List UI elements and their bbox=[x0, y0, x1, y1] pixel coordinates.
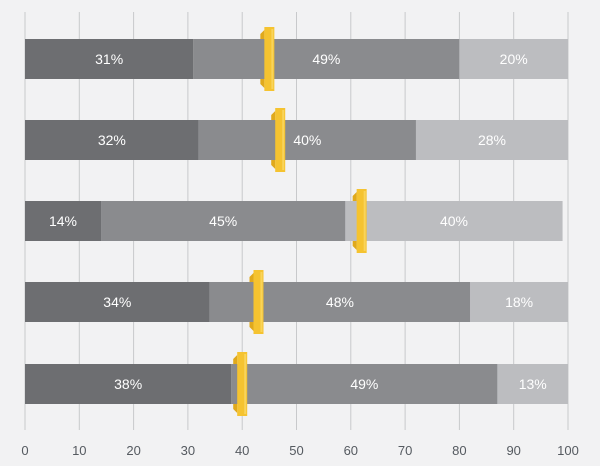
marker-top-notch bbox=[260, 30, 265, 39]
marker-5 bbox=[233, 352, 248, 416]
marker-top-notch bbox=[271, 111, 276, 120]
marker-2 bbox=[271, 108, 286, 172]
data-label: 28% bbox=[478, 132, 506, 148]
x-tick-label: 90 bbox=[506, 443, 520, 458]
x-tick-label: 100 bbox=[557, 443, 579, 458]
marker-highlight bbox=[271, 29, 274, 89]
bar-row-2: 32% 40% 28% bbox=[25, 120, 568, 160]
data-label: 34% bbox=[103, 294, 131, 310]
data-label: 49% bbox=[312, 51, 340, 67]
marker-bottom-notch bbox=[352, 241, 357, 250]
markers bbox=[233, 27, 367, 416]
x-tick-label: 60 bbox=[344, 443, 358, 458]
marker-highlight bbox=[260, 272, 263, 332]
bar-segment-2 bbox=[101, 201, 346, 241]
data-label: 31% bbox=[95, 51, 123, 67]
bar-segment-1 bbox=[25, 364, 232, 404]
data-label: 20% bbox=[500, 51, 528, 67]
bar-segment-2 bbox=[209, 282, 471, 322]
bar-segment-1 bbox=[25, 39, 194, 79]
bar-segment-1 bbox=[25, 201, 102, 241]
bar-segment-1 bbox=[25, 282, 210, 322]
bar-row-4: 34% 48% 18% bbox=[25, 282, 568, 322]
bar-segment-3 bbox=[459, 39, 568, 79]
x-tick-label: 0 bbox=[21, 443, 28, 458]
marker-bar bbox=[253, 270, 264, 334]
marker-top-notch bbox=[249, 273, 254, 282]
marker-top-notch bbox=[352, 192, 357, 201]
x-tick-label: 10 bbox=[72, 443, 86, 458]
bar-segment-3 bbox=[345, 201, 563, 241]
data-label: 13% bbox=[519, 376, 547, 392]
x-tick-label: 70 bbox=[398, 443, 412, 458]
marker-bar bbox=[275, 108, 286, 172]
x-tick-label: 20 bbox=[126, 443, 140, 458]
data-label: 45% bbox=[209, 213, 237, 229]
data-label: 14% bbox=[49, 213, 77, 229]
bars: 31% 49% 20% 32% 40% 28% 14% 45% 40% 34% 48% 18% 38% 4… bbox=[25, 39, 568, 404]
bar-row-5: 38% 49% 13% bbox=[25, 364, 568, 404]
data-label: 40% bbox=[440, 213, 468, 229]
data-label: 38% bbox=[114, 376, 142, 392]
x-tick-label: 30 bbox=[181, 443, 195, 458]
bar-segment-3 bbox=[415, 120, 568, 160]
marker-bar bbox=[264, 27, 275, 91]
bar-row-1: 31% 49% 20% bbox=[25, 39, 568, 79]
marker-3 bbox=[352, 189, 367, 253]
data-label: 48% bbox=[326, 294, 354, 310]
marker-highlight bbox=[282, 110, 285, 170]
data-label: 32% bbox=[98, 132, 126, 148]
bar-segment-2 bbox=[193, 39, 460, 79]
marker-bottom-notch bbox=[260, 79, 265, 88]
marker-highlight bbox=[363, 191, 366, 251]
bar-segment-3 bbox=[470, 282, 568, 322]
marker-4 bbox=[249, 270, 264, 334]
bar-segment-3 bbox=[497, 364, 568, 404]
bar-row-3: 14% 45% 40% bbox=[25, 201, 563, 241]
data-label: 40% bbox=[293, 132, 321, 148]
marker-highlight bbox=[244, 354, 247, 414]
x-axis-tick-labels: 0 10 20 30 40 50 60 70 80 90 100 bbox=[21, 443, 578, 458]
marker-bottom-notch bbox=[233, 404, 238, 413]
x-tick-label: 50 bbox=[289, 443, 303, 458]
marker-bottom-notch bbox=[249, 322, 254, 331]
x-tick-label: 40 bbox=[235, 443, 249, 458]
data-label: 18% bbox=[505, 294, 533, 310]
bar-segment-1 bbox=[25, 120, 199, 160]
marker-1 bbox=[260, 27, 275, 91]
marker-bottom-notch bbox=[271, 160, 276, 169]
bar-segment-2 bbox=[198, 120, 416, 160]
marker-bar bbox=[356, 189, 367, 253]
data-label: 49% bbox=[350, 376, 378, 392]
marker-bar bbox=[237, 352, 248, 416]
x-tick-label: 80 bbox=[452, 443, 466, 458]
marker-top-notch bbox=[233, 355, 238, 364]
bar-segment-2 bbox=[231, 364, 498, 404]
